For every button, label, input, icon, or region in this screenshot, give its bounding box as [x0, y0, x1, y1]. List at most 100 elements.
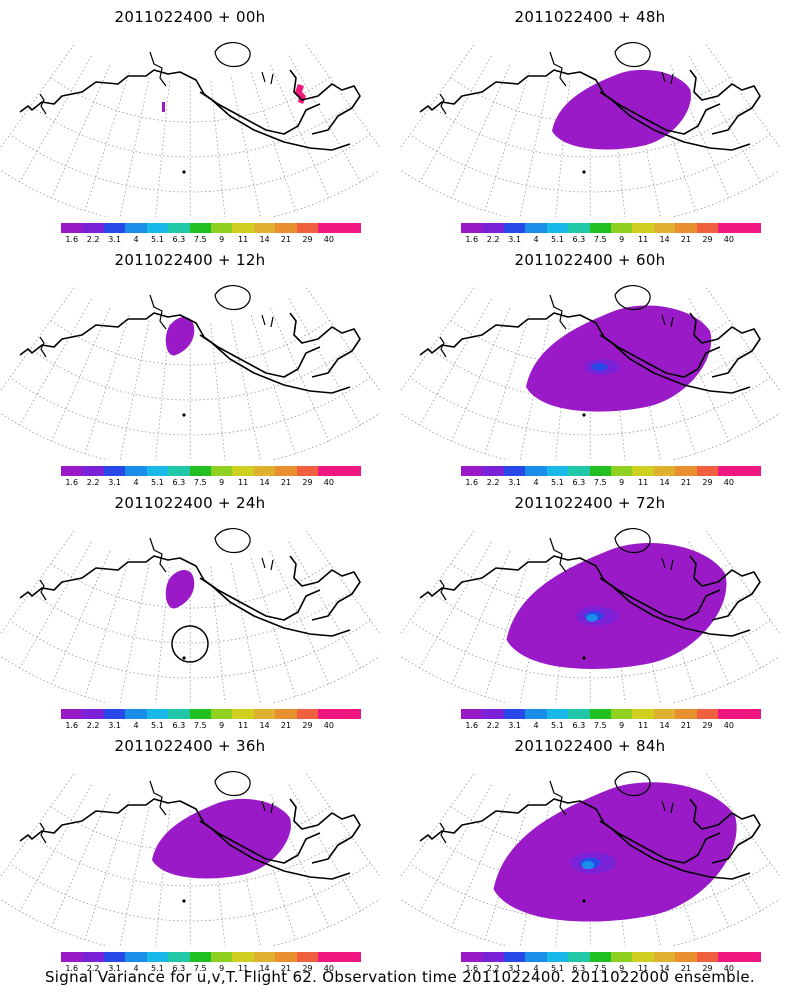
- variance-patch: [165, 317, 195, 356]
- colorbar-swatch: [739, 952, 761, 962]
- colorbar-swatch: [146, 223, 169, 233]
- colorbar-label: 29: [702, 964, 713, 973]
- colorbar-swatch: [82, 952, 104, 962]
- colorbar-label: 2.2: [86, 235, 100, 244]
- colorbar-label: 2.2: [486, 478, 500, 487]
- colorbar: [461, 466, 761, 476]
- colorbar-swatch: [653, 709, 676, 719]
- colorbar-label: 21: [280, 964, 292, 973]
- colorbar-swatch: [210, 466, 233, 476]
- colorbar-swatch: [482, 952, 504, 962]
- coastlines: [419, 285, 761, 394]
- variance-shading: [506, 542, 727, 669]
- colorbar-swatch: [275, 952, 297, 962]
- colorbar-label: 6.3: [172, 478, 186, 487]
- colorbar-swatch: [482, 223, 504, 233]
- forecast-map: [400, 285, 780, 460]
- variance-shading: [165, 570, 195, 609]
- colorbar-swatch: [653, 952, 676, 962]
- variance-patch: [493, 782, 737, 922]
- colorbar-swatch: [168, 466, 190, 476]
- colorbar: [61, 952, 361, 962]
- colorbar-swatch: [275, 709, 297, 719]
- colorbar-label: 14: [659, 721, 670, 730]
- colorbar-label: 11: [238, 721, 249, 730]
- variance-shading: [493, 782, 737, 922]
- colorbar-label: 40: [723, 478, 734, 487]
- island: [182, 656, 186, 660]
- colorbar-swatch: [82, 709, 104, 719]
- colorbar-labels: 1.6 2.2 3.1 4 5.1 6.3 7.5 9 11 14 21 29 40: [461, 721, 761, 731]
- colorbar-swatch: [296, 952, 319, 962]
- colorbar-label: 7.5: [193, 235, 207, 244]
- colorbar-label: 40: [323, 478, 334, 487]
- colorbar-label: 1.6: [65, 235, 79, 244]
- colorbar-swatch: [718, 223, 740, 233]
- variance-shading: [162, 84, 306, 112]
- colorbar-label: 1.6: [465, 478, 479, 487]
- forecast-panel: 2011022400 + 36h 1.6 2.2 3.1 4 5.1 6.3 7.5 9 11 14…: [0, 729, 380, 974]
- colorbar: [461, 952, 761, 962]
- colorbar-swatch: [103, 709, 126, 719]
- colorbar-swatch: [610, 466, 633, 476]
- colorbar-swatch: [546, 952, 569, 962]
- colorbar-label: 40: [323, 964, 334, 973]
- variance-patch: [586, 614, 598, 622]
- colorbar-label: 7.5: [193, 478, 207, 487]
- colorbar-label: 7.5: [593, 478, 607, 487]
- panel-title: 2011022400 + 60h: [514, 251, 666, 269]
- island: [182, 413, 186, 417]
- colorbar-swatch: [318, 709, 340, 719]
- colorbar: [461, 709, 761, 719]
- colorbar-label: 5.1: [151, 964, 164, 973]
- colorbar-label: 29: [702, 478, 713, 487]
- colorbar-swatch: [589, 466, 611, 476]
- colorbar-swatch: [318, 223, 340, 233]
- colorbar-swatch: [739, 466, 761, 476]
- colorbar-swatch: [146, 709, 169, 719]
- colorbar: [61, 709, 361, 719]
- colorbar-label: 1.6: [465, 721, 479, 730]
- colorbar-swatch: [696, 223, 719, 233]
- colorbar-swatch: [632, 223, 654, 233]
- colorbar: [61, 223, 361, 233]
- colorbar-swatch: [546, 223, 569, 233]
- colorbar-label: 5.1: [551, 235, 564, 244]
- colorbar-swatch: [503, 709, 526, 719]
- colorbar-swatch: [296, 223, 319, 233]
- colorbar-swatch: [189, 223, 211, 233]
- colorbar-label: 40: [723, 235, 734, 244]
- colorbar-label: 6.3: [572, 964, 586, 973]
- colorbar-label: 29: [302, 721, 313, 730]
- colorbar-label: 4: [133, 721, 139, 730]
- colorbar-label: 7.5: [593, 964, 607, 973]
- colorbar-label: 4: [533, 235, 539, 244]
- colorbar-swatch: [568, 466, 590, 476]
- colorbar-swatch: [718, 466, 740, 476]
- colorbar-swatch: [610, 952, 633, 962]
- colorbar-swatch: [232, 709, 254, 719]
- map-graticule: [0, 530, 380, 703]
- colorbar-label: 3.1: [508, 235, 521, 244]
- colorbar-label: 2.2: [86, 964, 100, 973]
- variance-shading: [552, 69, 691, 150]
- colorbar-label: 6.3: [572, 478, 586, 487]
- forecast-map: [400, 528, 780, 703]
- colorbar-swatch: [318, 466, 340, 476]
- colorbar-swatch: [675, 466, 697, 476]
- colorbar-label: 3.1: [108, 964, 121, 973]
- colorbar-label: 5.1: [151, 721, 164, 730]
- variance-patch: [162, 102, 165, 112]
- colorbar-swatch: [253, 223, 276, 233]
- forecast-panel: 2011022400 + 00h 1.6 2.2 3.1 4 5.1 6.3 7.5 9 11 14…: [0, 0, 380, 245]
- variance-patch: [581, 860, 595, 870]
- colorbar-swatch: [482, 709, 504, 719]
- colorbar-label: 29: [302, 478, 313, 487]
- colorbar-swatch: [61, 952, 83, 962]
- colorbar-label: 21: [280, 721, 292, 730]
- island: [582, 899, 586, 903]
- island: [182, 170, 186, 174]
- colorbar-swatch: [739, 223, 761, 233]
- colorbar-swatch: [718, 709, 740, 719]
- colorbar-swatch: [339, 466, 361, 476]
